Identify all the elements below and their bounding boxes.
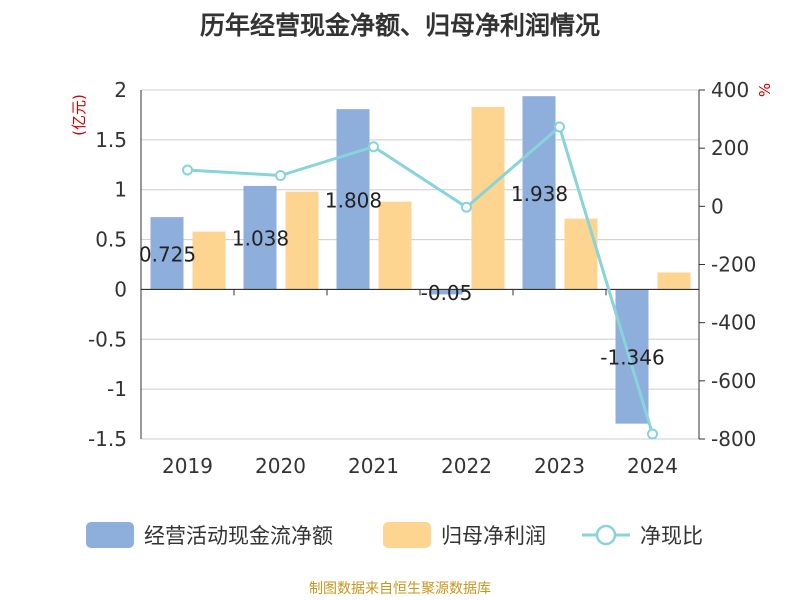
bar-net-profit <box>564 218 598 290</box>
y-right-tick-label: -400 <box>711 311 756 335</box>
legend-swatch-net-profit <box>383 522 431 548</box>
bar-net-profit <box>285 191 319 290</box>
bar-net-profit <box>192 231 226 290</box>
legend-swatch-operating-cashflow <box>86 522 134 548</box>
data-label: 0.725 <box>139 242 196 266</box>
x-tick-label: 2024 <box>627 454 678 478</box>
y-right-tick-label: 400 <box>711 78 749 102</box>
data-label: -1.346 <box>600 346 664 370</box>
data-label: 1.938 <box>511 182 568 206</box>
bar-operating-cashflow <box>243 185 277 290</box>
x-tick-label: 2020 <box>255 454 306 478</box>
y-left-tick-label: 1 <box>114 178 127 202</box>
bar-operating-cashflow <box>522 96 556 290</box>
x-tick-label: 2022 <box>441 454 492 478</box>
legend-label-net-cash-ratio: 净现比 <box>640 524 703 548</box>
bar-operating-cashflow <box>336 109 370 290</box>
data-label: -0.05 <box>421 281 473 305</box>
y-left-tick-label: -0.5 <box>88 327 127 351</box>
data-label: 1.808 <box>325 188 382 212</box>
legend-label-net-profit: 归母净利润 <box>441 524 546 548</box>
line-point <box>647 428 658 440</box>
bar-net-profit <box>378 201 412 290</box>
legend-swatch-marker <box>595 524 617 546</box>
y-right-tick-label: 0 <box>711 194 724 218</box>
chart-title: 历年经营现金净额、归母净利润情况 <box>199 11 600 40</box>
line-net-cash-ratio <box>187 124 654 435</box>
bar-operating-cashflow <box>150 217 184 290</box>
x-tick-label: 2021 <box>348 454 399 478</box>
bar-net-profit <box>657 272 691 290</box>
bar-operating-cashflow <box>429 289 463 295</box>
y-left-tick-label: -1.5 <box>88 427 127 451</box>
y-left-tick-label: 0 <box>114 277 127 301</box>
y-left-tick-label: 2 <box>114 78 127 102</box>
y-right-tick-label: -200 <box>711 253 756 277</box>
y-right-axis-label: % <box>756 83 774 97</box>
line-point <box>461 201 472 213</box>
x-tick-label: 2023 <box>534 454 585 478</box>
line-point <box>275 170 286 182</box>
y-right-tick-label: -800 <box>711 427 756 451</box>
line-point <box>182 164 193 176</box>
line-point <box>368 141 379 153</box>
line-point <box>554 121 565 133</box>
y-left-tick-label: 0.5 <box>95 228 127 252</box>
y-left-axis-label: (亿元) <box>70 94 88 136</box>
data-label: 1.038 <box>232 227 289 251</box>
x-tick-label: 2019 <box>162 454 213 478</box>
y-right-tick-label: -600 <box>711 369 756 393</box>
y-left-tick-label: -1 <box>107 377 127 401</box>
y-left-tick-label: 1.5 <box>95 128 127 152</box>
y-right-tick-label: 200 <box>711 136 749 160</box>
legend-label-operating-cashflow: 经营活动现金流净额 <box>144 524 333 548</box>
data-source-note: 制图数据来自恒生聚源数据库 <box>309 581 491 597</box>
